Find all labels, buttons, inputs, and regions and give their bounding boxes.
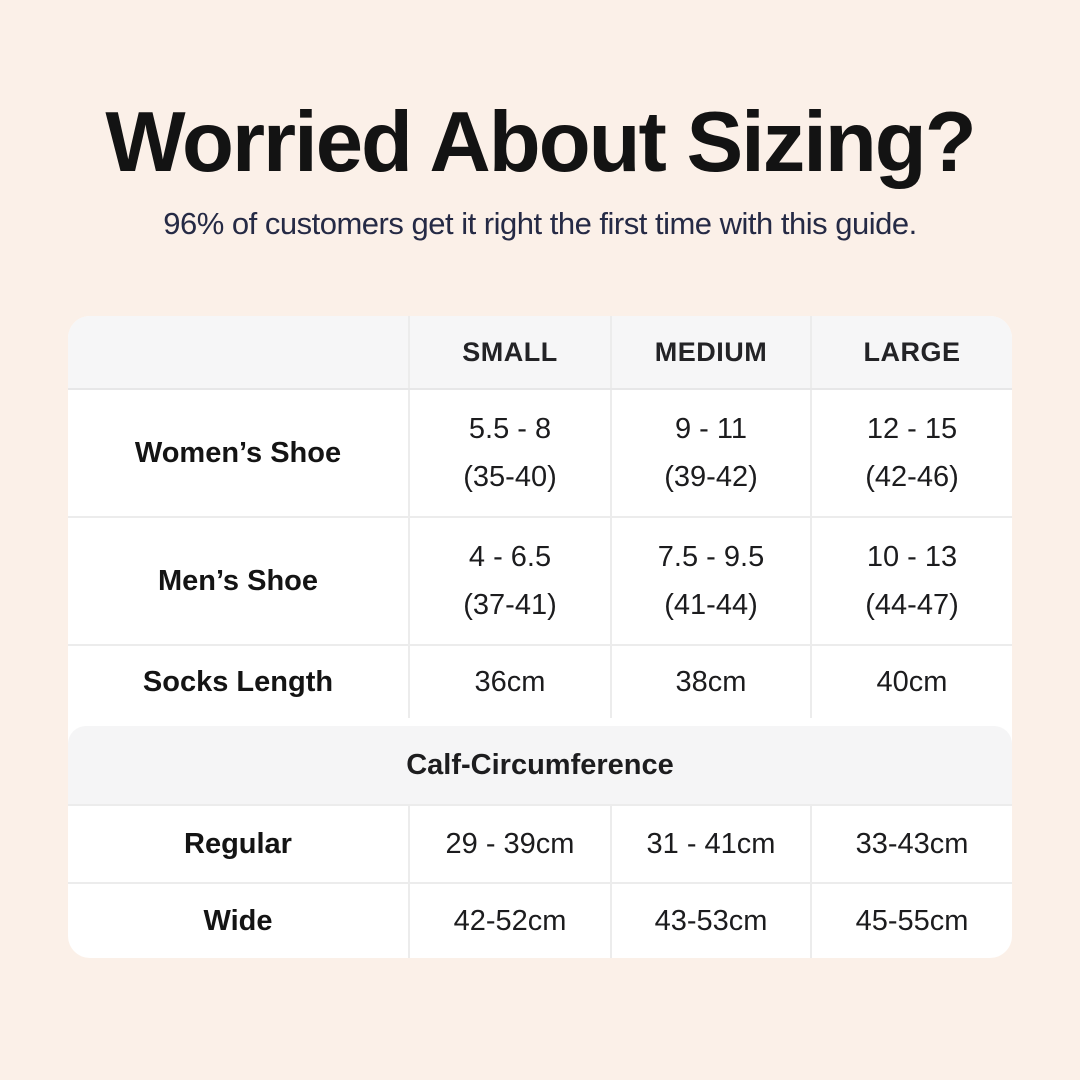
row-label: Regular [68,806,410,882]
header-cell-medium: MEDIUM [612,316,812,388]
cell-regular-medium: 31 - 41cm [612,806,812,882]
table-row-socks-length: Socks Length 36cm 38cm 40cm [68,646,1012,718]
cell-womens-medium: 9 - 11 (39-42) [612,390,812,516]
table-row-womens-shoe: Women’s Shoe 5.5 - 8 (35-40) 9 - 11 (39-… [68,390,1012,518]
cell-line-2: (39-42) [664,461,758,493]
cell-line-2: (42-46) [865,461,959,493]
cell-line-2: (44-47) [865,589,959,621]
cell-womens-large: 12 - 15 (42-46) [812,390,1012,516]
cell-line-2: (35-40) [463,461,557,493]
cell-socks-large: 40cm [876,666,948,698]
table-row-wide: Wide 42-52cm 43-53cm 45-55cm [68,884,1012,958]
cell-socks-small: 36cm [410,646,612,718]
table-row-mens-shoe: Men’s Shoe 4 - 6.5 (37-41) 7.5 - 9.5 (41… [68,518,1012,646]
table-header-row: SMALL MEDIUM LARGE [68,316,1012,390]
section-header-calf-circumference: Calf-Circumference [68,726,1012,806]
cell-wide-small: 42-52cm [410,884,612,958]
row-label: Wide [68,884,410,958]
row-label: Men’s Shoe [68,518,410,644]
page-title: Worried About Sizing? [105,95,976,190]
page-subtitle: 96% of customers get it right the first … [163,206,917,241]
header-cell-blank [68,316,410,388]
section-header-label: Calf-Circumference [406,748,674,781]
cell-line-1: 7.5 - 9.5 [657,541,765,573]
cell-womens-small: 5.5 - 8 (35-40) [410,390,612,516]
cell-line-1: 5.5 - 8 [468,413,552,445]
cell-line-1: 4 - 6.5 [468,541,552,573]
cell-wide-large: 45-55cm [855,905,969,937]
cell-line-1: 12 - 15 [866,413,958,445]
table-row-regular: Regular 29 - 39cm 31 - 41cm 33-43cm [68,806,1012,884]
section-gap [68,718,1012,726]
cell-mens-medium: 7.5 - 9.5 (41-44) [612,518,812,644]
cell-line-2: (37-41) [463,589,557,621]
sizing-table: SMALL MEDIUM LARGE Women’s Shoe 5.5 - 8 … [68,316,1012,958]
row-label: Women’s Shoe [68,390,410,516]
header-cell-small: SMALL [410,316,612,388]
cell-line-1: 10 - 13 [866,541,958,573]
cell-wide-medium: 43-53cm [612,884,812,958]
cell-mens-large: 10 - 13 (44-47) [812,518,1012,644]
cell-socks-medium: 38cm [612,646,812,718]
cell-line-2: (41-44) [664,589,758,621]
cell-mens-small: 4 - 6.5 (37-41) [410,518,612,644]
cell-regular-small: 29 - 39cm [410,806,612,882]
header-cell-large: LARGE [863,337,961,367]
cell-regular-large: 33-43cm [855,828,969,860]
row-label: Socks Length [68,646,410,718]
cell-line-1: 9 - 11 [674,413,747,445]
